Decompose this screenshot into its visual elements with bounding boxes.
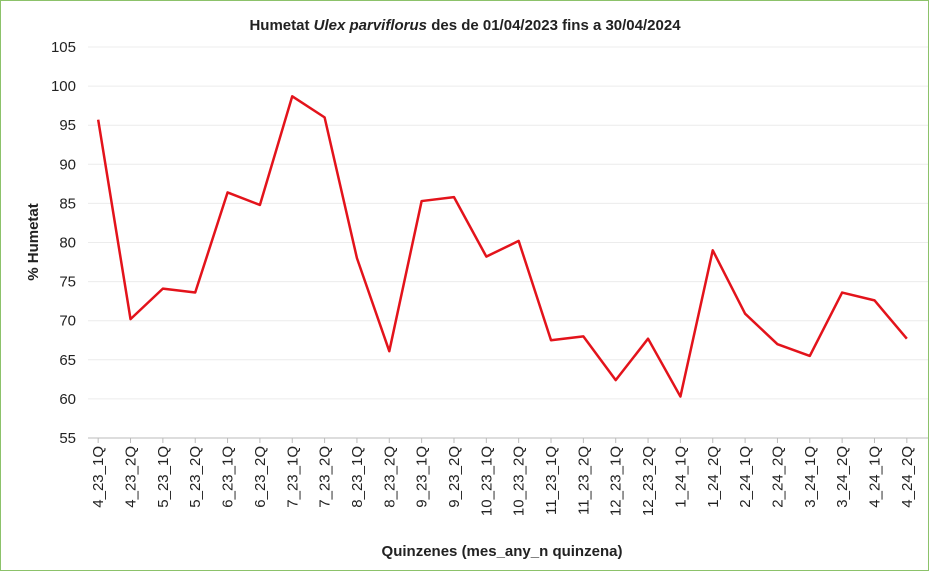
x-tick-label: 7_23_1Q [284, 446, 301, 508]
x-tick-label: 1_24_1Q [672, 446, 689, 508]
y-tick-label: 85 [59, 195, 76, 212]
x-tick-label: 3_24_2Q [834, 446, 851, 508]
y-tick-label: 100 [51, 78, 76, 95]
x-tick-label: 2_24_2Q [769, 446, 786, 508]
x-tick-label: 1_24_2Q [705, 446, 722, 508]
x-tick-label: 4_23_2Q [123, 446, 140, 508]
y-tick-label: 70 [59, 313, 76, 330]
x-tick-label: 4_24_1Q [866, 446, 883, 508]
y-tick-label: 60 [59, 391, 76, 408]
x-axis-label: Quinzenes (mes_any_n quinzena) [382, 543, 623, 560]
x-tick-label: 12_23_2Q [640, 446, 657, 516]
x-tick-label: 7_23_2Q [317, 446, 334, 508]
x-tick-label: 12_23_1Q [608, 446, 625, 516]
x-tick-label: 2_24_1Q [737, 446, 754, 508]
x-tick-label: 10_23_1Q [478, 446, 495, 516]
x-tick-label: 9_23_2Q [446, 446, 463, 508]
x-tick-label: 8_23_2Q [381, 446, 398, 508]
x-tick-label: 6_23_1Q [220, 446, 237, 508]
x-tick-label: 3_24_1Q [802, 446, 819, 508]
y-tick-label: 65 [59, 352, 76, 369]
x-tick-label: 9_23_1Q [414, 446, 431, 508]
chart-title: Humetat Ulex parviflorus des de 01/04/20… [249, 17, 681, 34]
data-line [96, 95, 908, 398]
y-axis-label: % Humetat [25, 203, 42, 281]
x-tick-label: 11_23_1Q [543, 446, 560, 515]
y-tick-label: 95 [59, 117, 76, 134]
x-tick-label: 11_23_2Q [575, 446, 592, 515]
x-tick-label: 4_24_2Q [899, 446, 916, 508]
y-tick-label: 75 [59, 274, 76, 291]
x-tick-label: 6_23_2Q [252, 446, 269, 508]
y-tick-label: 90 [59, 156, 76, 173]
y-tick-label: 105 [51, 39, 76, 56]
x-tick-label: 5_23_1Q [155, 446, 172, 508]
x-tick-label: 8_23_1Q [349, 446, 366, 508]
y-tick-label: 80 [59, 235, 76, 252]
y-tick-label: 55 [59, 430, 76, 447]
x-tick-label: 5_23_2Q [187, 446, 204, 508]
x-tick-label: 4_23_1Q [90, 446, 107, 508]
x-tick-label: 10_23_2Q [511, 446, 528, 516]
